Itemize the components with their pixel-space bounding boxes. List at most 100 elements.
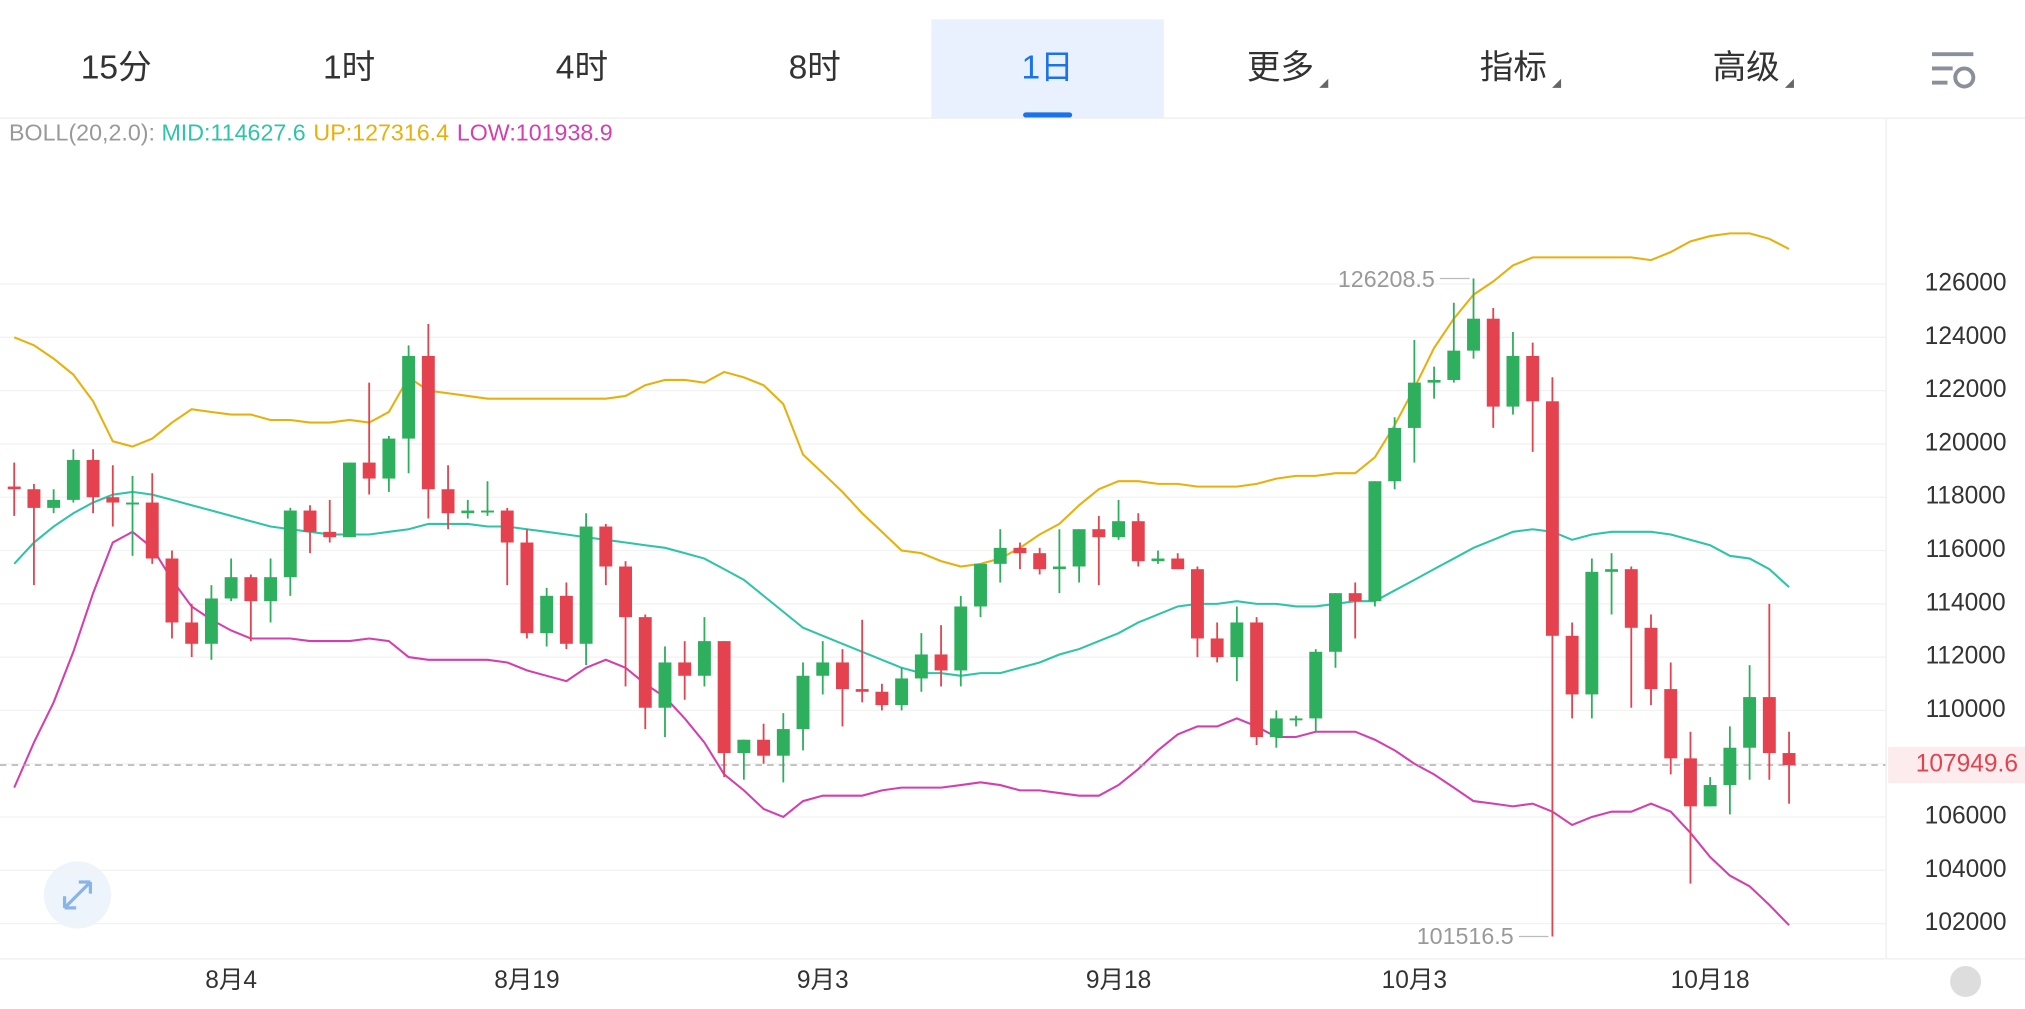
candle-body — [1269, 718, 1283, 738]
candle-body — [559, 595, 573, 644]
candle-body — [86, 459, 100, 498]
expand-arrows — [62, 880, 93, 910]
x-tick-label: 10月18 — [1671, 967, 1750, 994]
candle-body — [7, 486, 21, 490]
settings-icon[interactable] — [1932, 52, 1976, 89]
candle-body — [1762, 697, 1776, 754]
candle-body — [875, 691, 889, 706]
candle-body — [1467, 318, 1480, 351]
candle-body — [836, 662, 849, 690]
candle-body — [1112, 521, 1126, 538]
tab[interactable]: 4时 — [556, 50, 608, 87]
x-tick-label: 8月19 — [494, 967, 559, 994]
candle-body — [382, 438, 396, 479]
high-annotation: 126208.5 — [1338, 266, 1435, 292]
tab[interactable]: 高级 — [1713, 49, 1794, 88]
boll-line — [13, 232, 1790, 568]
candle-body — [224, 577, 238, 599]
tab[interactable]: 1时 — [323, 50, 375, 87]
legend-item: LOW:101938.9 — [457, 119, 613, 145]
candle-body — [1585, 571, 1599, 695]
candle-body — [126, 502, 139, 505]
legend-item: MID:114627.6 — [161, 119, 305, 145]
candle-body — [1368, 481, 1382, 602]
logo — [1950, 965, 1982, 997]
candle-body — [1545, 401, 1559, 636]
y-tick-label: 104000 — [1925, 856, 2007, 883]
candle-body — [1664, 689, 1678, 759]
candle-body — [500, 510, 514, 543]
candle-body — [1447, 350, 1461, 380]
candle-body — [658, 662, 672, 708]
y-tick-label: 116000 — [1926, 536, 2006, 563]
candle-body — [1309, 651, 1323, 719]
plot: 1020001040001060001080001100001120001140… — [0, 119, 2025, 994]
y-tick-label: 110000 — [1926, 696, 2006, 723]
last-price-bg — [1888, 746, 2025, 784]
y-tick-label: 112000 — [1926, 643, 2006, 670]
candle-body — [1427, 379, 1441, 383]
candle-body — [1250, 622, 1264, 738]
candle-body — [145, 502, 159, 559]
candle-body — [1033, 553, 1047, 570]
candle-body — [1151, 558, 1165, 562]
expand-button[interactable] — [43, 861, 112, 929]
candle-body — [816, 662, 830, 676]
candle-body — [1683, 758, 1697, 807]
y-tick-label: 102000 — [1925, 909, 2007, 936]
candle-body — [441, 489, 455, 514]
candle-body — [1526, 355, 1540, 402]
tab[interactable]: 更多 — [1247, 49, 1329, 88]
tab[interactable]: 指标 — [1480, 49, 1562, 88]
candle-body — [520, 542, 534, 634]
tab-label: 1日 — [1022, 50, 1074, 87]
candle-body — [697, 641, 711, 676]
candle-body — [974, 563, 987, 607]
candle-body — [717, 641, 731, 754]
tab[interactable]: 8时 — [789, 50, 841, 87]
tab-indicator — [1023, 112, 1073, 118]
y-tick-label: 118000 — [1926, 483, 2006, 510]
candle-body — [1131, 521, 1145, 562]
candle-body — [204, 598, 218, 644]
candle-body — [402, 355, 416, 439]
tab-label: 高级 — [1713, 49, 1780, 87]
y-tick-label: 106000 — [1925, 802, 2007, 829]
tab[interactable]: 15分 — [81, 50, 152, 87]
tab[interactable]: 1日 — [931, 19, 1164, 118]
candle-body — [599, 526, 613, 567]
candle-body — [342, 462, 356, 538]
candle-body — [540, 595, 554, 634]
candle-body — [303, 510, 317, 532]
candle-body — [1486, 318, 1500, 407]
x-tick-label: 8月4 — [205, 967, 257, 994]
candle-body — [165, 558, 179, 623]
candle-body — [1624, 569, 1638, 628]
candle-body — [757, 739, 771, 756]
candle-body — [954, 606, 968, 671]
legend-item: UP:127316.4 — [313, 119, 449, 145]
last-price-label: 107949.6 — [1916, 751, 2018, 778]
candle-body — [638, 617, 652, 708]
tab-label: 1时 — [323, 50, 375, 87]
indicator-label: BOLL(20,2.0): — [9, 119, 155, 145]
y-tick-label: 114000 — [1926, 589, 2006, 616]
candle-body — [264, 577, 278, 602]
tab-label: 更多 — [1247, 49, 1314, 87]
candle-body — [1506, 355, 1520, 407]
candle-body — [1329, 593, 1342, 652]
x-tick-label: 10月3 — [1382, 967, 1447, 994]
candle-body — [106, 497, 120, 503]
candle-body — [362, 462, 376, 479]
x-tick-label: 9月3 — [797, 967, 849, 994]
candle-body — [1052, 566, 1066, 570]
x-tick-label: 9月18 — [1086, 967, 1151, 994]
candle-body — [185, 622, 199, 644]
y-tick-label: 124000 — [1925, 323, 2007, 350]
menu-triangle — [1784, 78, 1794, 88]
candle-body — [1171, 558, 1185, 570]
candle-body — [27, 489, 41, 508]
icon-gear — [1953, 66, 1976, 89]
